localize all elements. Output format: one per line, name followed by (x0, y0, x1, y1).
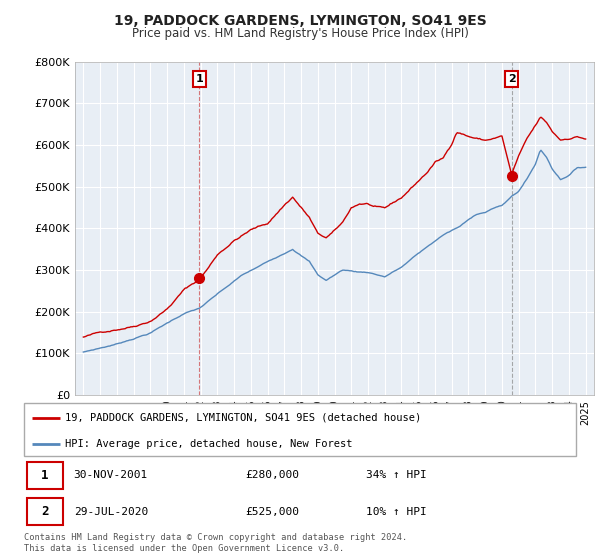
Text: 29-JUL-2020: 29-JUL-2020 (74, 507, 148, 517)
Text: 19, PADDOCK GARDENS, LYMINGTON, SO41 9ES (detached house): 19, PADDOCK GARDENS, LYMINGTON, SO41 9ES… (65, 413, 422, 423)
Text: £525,000: £525,000 (245, 507, 299, 517)
Text: 34% ↑ HPI: 34% ↑ HPI (366, 470, 427, 480)
Text: 1: 1 (41, 469, 49, 482)
Text: Contains HM Land Registry data © Crown copyright and database right 2024.
This d: Contains HM Land Registry data © Crown c… (24, 533, 407, 553)
Text: £280,000: £280,000 (245, 470, 299, 480)
Text: Price paid vs. HM Land Registry's House Price Index (HPI): Price paid vs. HM Land Registry's House … (131, 27, 469, 40)
Text: 10% ↑ HPI: 10% ↑ HPI (366, 507, 427, 517)
Text: 1: 1 (195, 74, 203, 84)
Text: 2: 2 (41, 505, 49, 518)
Text: 19, PADDOCK GARDENS, LYMINGTON, SO41 9ES: 19, PADDOCK GARDENS, LYMINGTON, SO41 9ES (113, 14, 487, 28)
Bar (27, 462, 62, 488)
Text: 30-NOV-2001: 30-NOV-2001 (74, 470, 148, 480)
Text: HPI: Average price, detached house, New Forest: HPI: Average price, detached house, New … (65, 439, 353, 449)
Bar (27, 498, 62, 525)
Text: 2: 2 (508, 74, 515, 84)
